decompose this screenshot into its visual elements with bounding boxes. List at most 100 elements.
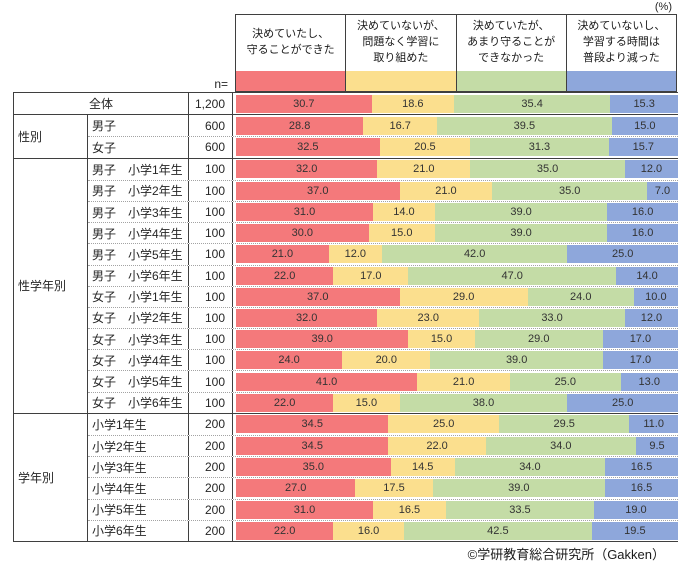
- column-header-row: 決めていたし、 守ることができた 決めていないが、 問題なく学習に 取り組めた 決め…: [235, 14, 677, 72]
- row-label: 男子: [88, 115, 189, 137]
- stacked-bar: 34.5 22.0 34.0 9.5: [236, 437, 678, 456]
- bar-segment-3: 39.0: [430, 351, 603, 370]
- bar-segment-3: 34.0: [485, 437, 636, 456]
- bar-segment-4: 16.5: [605, 458, 678, 477]
- bar-segment-2: 21.0: [417, 372, 511, 391]
- row-n-value: 200: [189, 436, 233, 457]
- bar-segment-3: 38.0: [399, 393, 568, 412]
- legend-swatch-4: [565, 71, 676, 91]
- table-row: 小学4年生 200 27.0 17.5 39.0 16.5: [88, 477, 678, 499]
- stacked-bar: 31.0 16.5 33.5 19.0: [236, 500, 678, 519]
- table-row: 男子 小学5年生 100 21.0 12.0 42.0 25.0: [88, 243, 678, 265]
- row-label: 男子 小学6年生: [88, 265, 189, 286]
- bar-segment-3: 42.0: [381, 245, 568, 264]
- table-row: 男子 小学3年生 100 31.0 14.0 39.0 16.0: [88, 200, 678, 223]
- row-label: 男子 小学1年生: [88, 158, 189, 180]
- bar-segment-4: 17.0: [602, 351, 678, 370]
- bar-segment-4: 16.5: [605, 479, 678, 498]
- row-label: 全体: [14, 93, 189, 115]
- bar-segment-1: 22.0: [236, 266, 334, 285]
- bar-segment-3: 39.0: [434, 203, 608, 222]
- row-label: 女子: [88, 137, 189, 158]
- bar-segment-4: 25.0: [567, 393, 678, 412]
- table-row: 男子 600 28.8 16.7 39.5 15.0: [88, 115, 678, 137]
- row-n-value: 100: [189, 265, 233, 286]
- bar-segment-1: 31.0: [236, 500, 374, 519]
- bar-segment-1: 41.0: [236, 372, 418, 391]
- row-label: 小学6年生: [88, 520, 189, 541]
- bar-segment-4: 12.0: [624, 308, 678, 327]
- bar-segment-1: 27.0: [236, 479, 356, 498]
- row-label: 男子 小学5年生: [88, 244, 189, 265]
- bar-segment-3: 47.0: [408, 266, 617, 285]
- legend-color-band: [235, 71, 677, 92]
- bar-segment-1: 32.0: [236, 160, 378, 179]
- row-label: 女子 小学2年生: [88, 307, 189, 329]
- bar-segment-3: 33.0: [479, 308, 625, 327]
- row-label: 女子 小学1年生: [88, 286, 189, 307]
- table-row: 女子 小学2年生 100 32.0 23.0 33.0 12.0: [88, 306, 678, 329]
- bar-segment-4: 19.0: [594, 500, 678, 519]
- bar-segment-2: 16.7: [363, 116, 438, 135]
- bar-segment-4: 15.3: [610, 94, 678, 113]
- bar-area: 31.0 14.0 39.0 16.0: [233, 202, 678, 222]
- row-n-value: 600: [189, 137, 233, 158]
- bar-area: 34.5 25.0 29.5 11.0: [233, 414, 678, 435]
- row-n-value: 100: [189, 329, 233, 350]
- table-row: 全体 1,200 30.7 18.6 35.4 15.3: [14, 93, 678, 115]
- bar-segment-3: 35.4: [453, 94, 611, 113]
- stacked-bar: 32.0 21.0 35.0 12.0: [236, 160, 678, 179]
- bar-segment-3: 39.0: [432, 479, 606, 498]
- bar-segment-3: 24.0: [527, 287, 634, 306]
- bar-area: 37.0 29.0 24.0 10.0: [233, 287, 678, 307]
- bar-area: 21.0 12.0 42.0 25.0: [233, 244, 678, 264]
- column-header-1: 決めていたし、 守ることができた: [246, 28, 335, 56]
- group-rows: 男子 小学1年生 100 32.0 21.0 35.0 12.0 男子 小学2年生 100 37…: [88, 158, 678, 413]
- stacked-bar: 32.0 23.0 33.0 12.0: [236, 308, 678, 327]
- bar-segment-4: 16.0: [607, 224, 678, 243]
- copyright-footer: ©学研教育総合研究所（Gakken）: [467, 547, 665, 562]
- row-n-value: 200: [189, 457, 233, 478]
- row-n-value: 100: [189, 201, 233, 223]
- bar-segment-1: 22.0: [236, 521, 334, 540]
- bar-segment-3: 29.0: [474, 330, 603, 349]
- row-label: 男子 小学2年生: [88, 180, 189, 201]
- row-n-value: 100: [189, 223, 233, 244]
- bar-segment-2: 16.0: [333, 521, 404, 540]
- bar-segment-2: 23.0: [377, 308, 480, 327]
- bar-area: 30.7 18.6 35.4 15.3: [233, 93, 678, 114]
- bar-segment-3: 39.0: [434, 224, 608, 243]
- bar-segment-1: 35.0: [236, 458, 391, 477]
- row-group: 性別 男子 600 28.8 16.7 39.5 15.0 女子 600 32.5 20.5 31.3…: [14, 114, 678, 158]
- bar-segment-2: 15.0: [333, 393, 400, 412]
- bar-segment-3: 34.0: [454, 458, 606, 477]
- stacked-bar: 22.0 17.0 47.0 14.0: [236, 266, 678, 285]
- bar-area: 32.5 20.5 31.3 15.7: [233, 137, 678, 157]
- bar-area: 22.0 17.0 47.0 14.0: [233, 266, 678, 286]
- bar-segment-3: 35.0: [470, 160, 625, 179]
- bar-segment-1: 30.0: [236, 224, 369, 243]
- table-row: 女子 小学1年生 100 37.0 29.0 24.0 10.0: [88, 285, 678, 307]
- bar-segment-4: 19.5: [591, 521, 678, 540]
- table-row: 男子 小学4年生 100 30.0 15.0 39.0 16.0: [88, 222, 678, 244]
- bar-segment-2: 14.0: [373, 203, 435, 222]
- table-row: 女子 小学4年生 100 24.0 20.0 39.0 17.0: [88, 349, 678, 371]
- bar-area: 32.0 21.0 35.0 12.0: [233, 159, 678, 180]
- table-row: 小学3年生 200 35.0 14.5 34.0 16.5: [88, 456, 678, 478]
- table-row: 女子 小学6年生 100 22.0 15.0 38.0 25.0: [88, 391, 678, 413]
- stacked-bar: 28.8 16.7 39.5 15.0: [236, 116, 678, 135]
- row-n-value: 100: [189, 286, 233, 307]
- bar-segment-2: 15.0: [408, 330, 475, 349]
- bar-segment-1: 37.0: [236, 181, 400, 200]
- row-label: 小学3年生: [88, 457, 189, 478]
- table-row: 女子 小学3年生 100 39.0 15.0 29.0 17.0: [88, 328, 678, 350]
- row-label: 女子 小学6年生: [88, 392, 189, 413]
- stacked-bar: 30.7 18.6 35.4 15.3: [236, 94, 678, 113]
- bar-segment-2: 16.5: [373, 500, 446, 519]
- bar-segment-1: 34.5: [236, 437, 389, 456]
- group-rows: 小学1年生 200 34.5 25.0 29.5 11.0 小学2年生 200 34.5 22.0…: [88, 413, 678, 541]
- stacked-bar: 24.0 20.0 39.0 17.0: [236, 351, 678, 370]
- bar-segment-1: 30.7: [236, 94, 372, 113]
- bar-segment-3: 25.0: [510, 372, 621, 391]
- bar-segment-4: 7.0: [647, 181, 678, 200]
